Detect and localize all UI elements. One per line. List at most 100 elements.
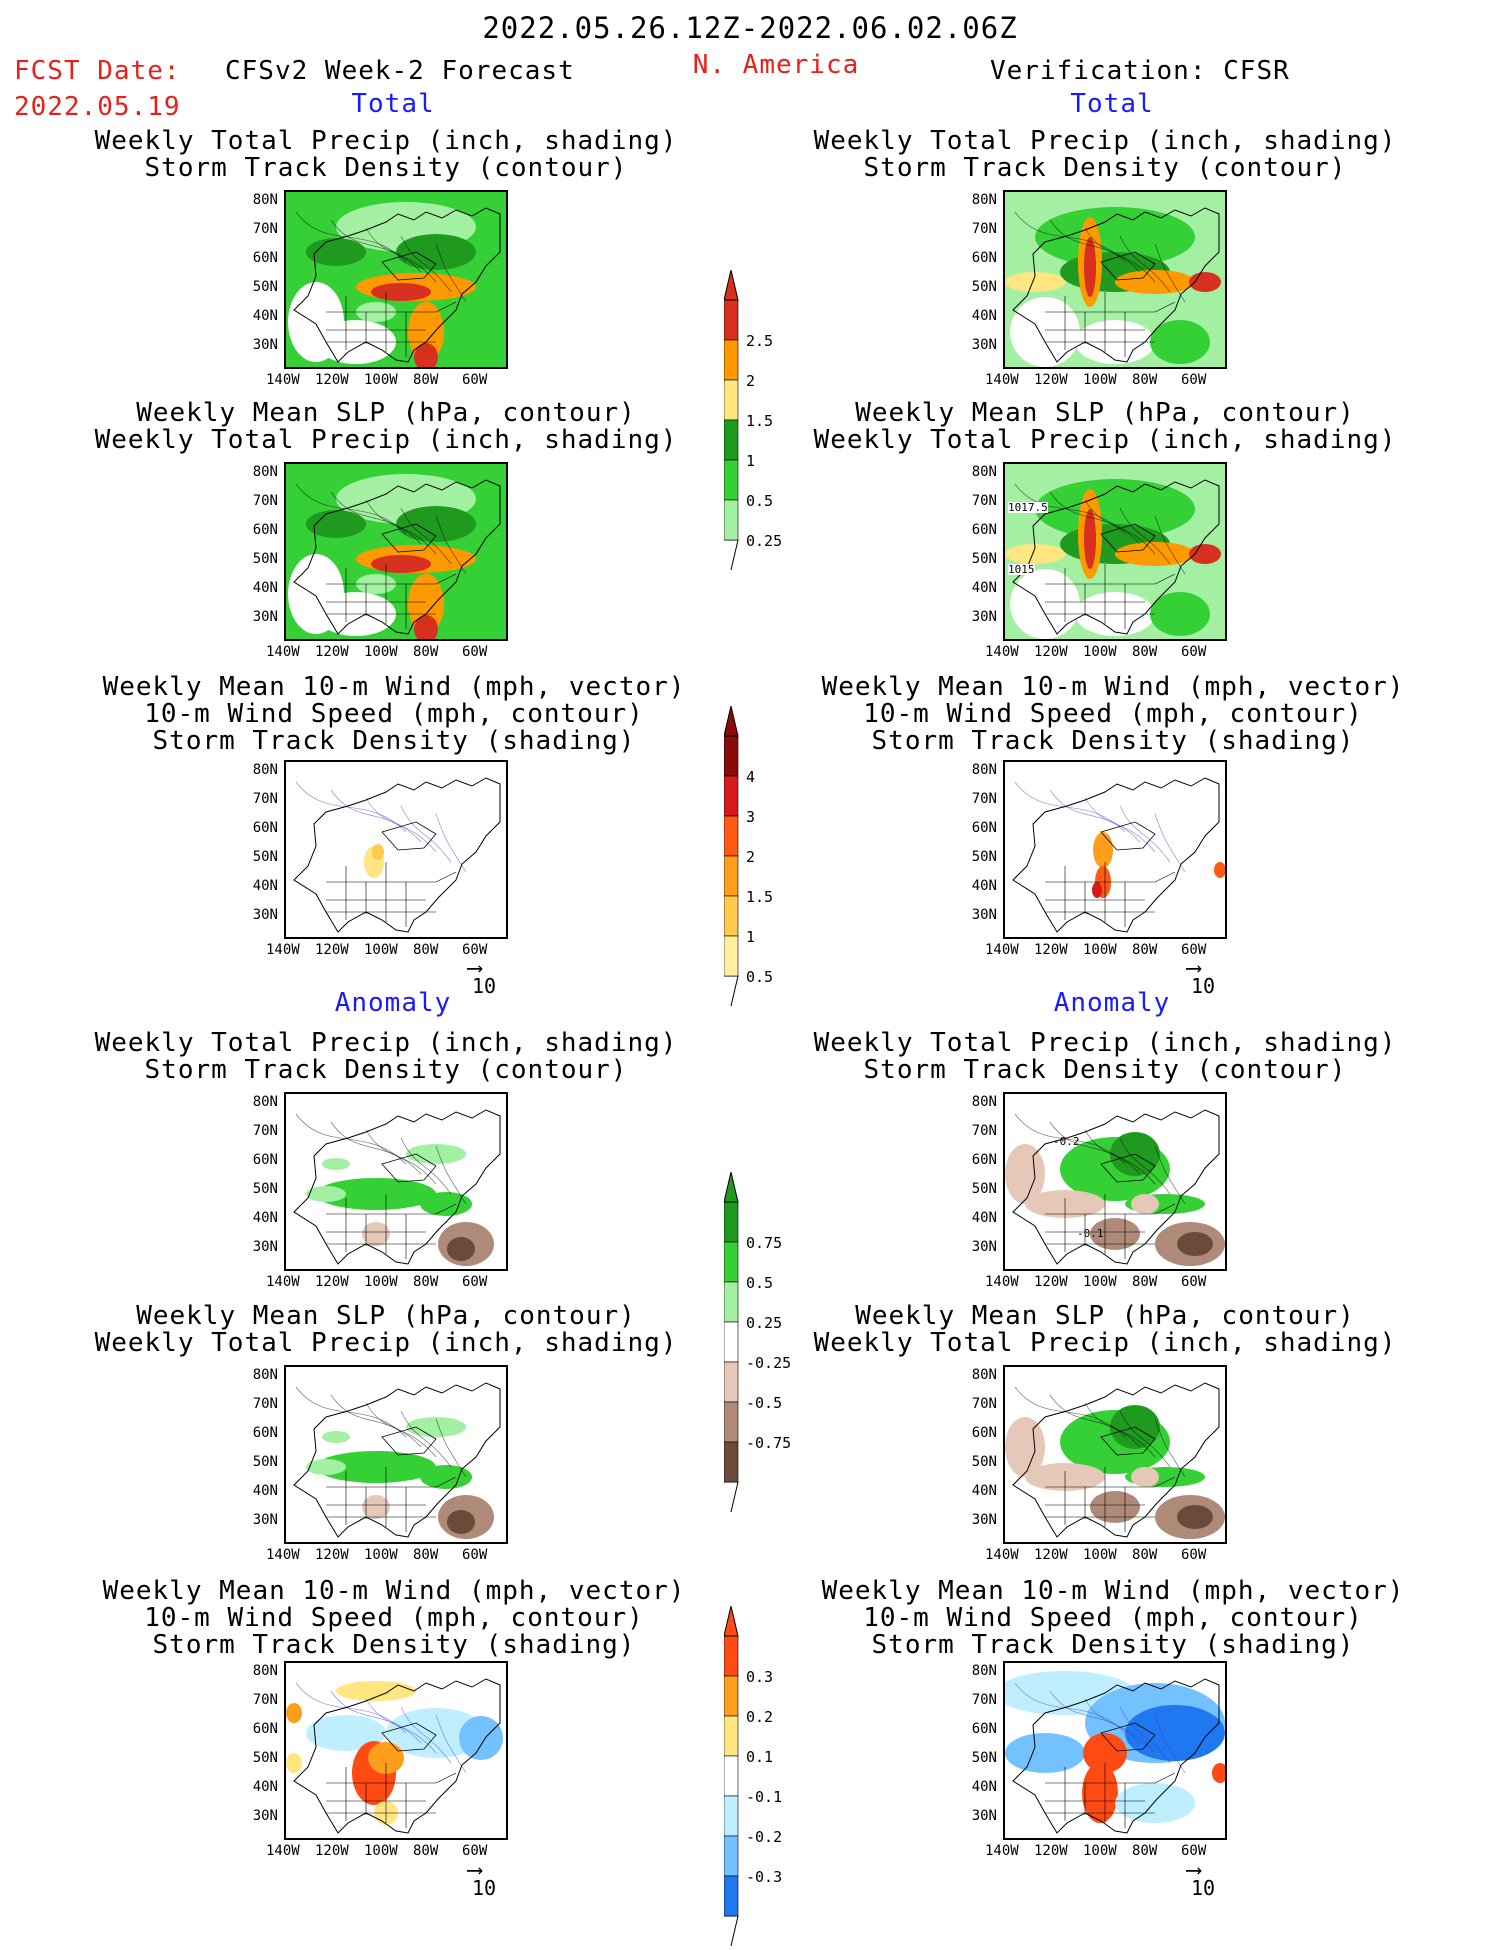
lon-tick-label: 140W (985, 1547, 1019, 1563)
lat-tick-label: 50N (252, 1750, 278, 1766)
title-fcst-precip-total: Weekly Total Precip (inch, shading) Storm… (94, 126, 678, 183)
lat-tick-label: 60N (971, 250, 997, 266)
lat-tick-label: 80N (971, 762, 997, 778)
title-obs-slp-total: Weekly Mean SLP (hPa, contour) Weekly Tot… (813, 398, 1397, 455)
lon-tick-label: 60W (1181, 644, 1207, 660)
map-obs-wind-total (1003, 760, 1227, 939)
lon-tick-label: 80W (1132, 644, 1158, 660)
lon-tick-label: 60W (1181, 942, 1207, 958)
lat-tick-label: 30N (971, 609, 997, 625)
map-obs-wind-anom (1003, 1661, 1227, 1840)
lat-tick-label: 50N (252, 1181, 278, 1197)
title-obs-wind-anom: Weekly Mean 10-m Wind (mph, vector) 10-m … (821, 1576, 1405, 1660)
lat-tick-label: 60N (252, 1425, 278, 1441)
lon-tick-label: 60W (462, 1843, 488, 1859)
map-fcst-wind-total (284, 760, 508, 939)
title-fcst-slp-anom: Weekly Mean SLP (hPa, contour) Weekly Tot… (94, 1301, 678, 1358)
lat-tick-label: 30N (971, 907, 997, 923)
colorbar-swatches (723, 705, 739, 1007)
map-fcst-precip-anom (284, 1092, 508, 1271)
colorbar-label: 2 (746, 848, 756, 866)
colorbar-label: 3 (746, 808, 756, 826)
vector-ref-obs-anom: ⟶ 10 (1187, 1858, 1216, 1901)
colorbar-storm-total: 4 3 2 1.5 1 0.5 (723, 705, 814, 1010)
lon-tick-label: 120W (1034, 1547, 1068, 1563)
vector-ref-obs-total: ⟶ 10 (1187, 956, 1216, 999)
lon-tick-label: 80W (413, 644, 439, 660)
anom-label-2: -0.1 (1077, 1227, 1104, 1240)
vector-ref-fcst-total: ⟶ 10 (468, 956, 497, 999)
lon-tick-label: 120W (315, 942, 349, 958)
lon-tick-label: 140W (266, 1274, 300, 1290)
lat-tick-label: 70N (971, 1396, 997, 1412)
lon-tick-label: 80W (413, 1274, 439, 1290)
map-canvas (293, 1382, 501, 1539)
map-canvas (1005, 192, 1225, 367)
colorbar-label: -0.5 (746, 1394, 783, 1412)
colorbar-swatches (723, 269, 739, 571)
lat-tick-label: 70N (252, 221, 278, 237)
lat-tick-label: 50N (971, 1454, 997, 1470)
title-fcst-wind-anom: Weekly Mean 10-m Wind (mph, vector) 10-m … (102, 1576, 686, 1660)
lat-tick-label: 30N (971, 1808, 997, 1824)
lat-tick-label: 30N (252, 1808, 278, 1824)
lon-tick-label: 120W (1034, 644, 1068, 660)
colorbar-label: 0.5 (746, 1274, 774, 1292)
colorbar-label: -0.3 (746, 1868, 783, 1886)
colorbar-label: 4 (746, 768, 756, 786)
lat-tick-label: 60N (252, 1721, 278, 1737)
map-obs-precip-anom: -0.2 -0.1 (1003, 1092, 1227, 1271)
lat-tick-label: 60N (252, 522, 278, 538)
lon-tick-label: 60W (462, 644, 488, 660)
colorbar-label: 0.5 (746, 968, 774, 986)
lat-tick-label: 30N (252, 337, 278, 353)
lat-tick-label: 40N (971, 308, 997, 324)
lon-tick-label: 120W (315, 1547, 349, 1563)
lon-tick-label: 100W (1083, 1547, 1117, 1563)
title-obs-wind-total: Weekly Mean 10-m Wind (mph, vector) 10-m … (821, 672, 1405, 756)
vector-ref-fcst-anom: ⟶ 10 (468, 1858, 497, 1901)
map-canvas (1005, 1671, 1225, 1834)
lat-tick-label: 30N (971, 1239, 997, 1255)
lat-tick-label: 80N (971, 192, 997, 208)
lat-tick-label: 30N (971, 1512, 997, 1528)
lat-tick-label: 60N (252, 820, 278, 836)
lon-tick-label: 80W (1132, 942, 1158, 958)
lon-tick-label: 60W (462, 372, 488, 388)
lat-tick-label: 50N (971, 1181, 997, 1197)
colorbar-storm-anom: 0.3 0.2 0.1 -0.1 -0.2 -0.3 (723, 1605, 814, 1950)
lat-tick-label: 80N (252, 1367, 278, 1383)
lat-tick-label: 50N (252, 551, 278, 567)
lat-tick-label: 70N (252, 493, 278, 509)
lon-tick-label: 120W (1034, 1843, 1068, 1859)
lat-tick-label: 40N (252, 1483, 278, 1499)
lon-tick-label: 60W (462, 1274, 488, 1290)
lat-tick-label: 80N (971, 1663, 997, 1679)
lat-tick-label: 60N (971, 1721, 997, 1737)
lon-tick-label: 80W (1132, 1843, 1158, 1859)
title-fcst-slp-total: Weekly Mean SLP (hPa, contour) Weekly Tot… (94, 398, 678, 455)
lon-tick-label: 60W (1181, 1274, 1207, 1290)
colorbar-label: 1.5 (746, 888, 774, 906)
lon-tick-label: 60W (462, 1547, 488, 1563)
lon-tick-label: 140W (266, 1843, 300, 1859)
lat-tick-label: 60N (971, 1425, 997, 1441)
lat-tick-label: 40N (971, 1483, 997, 1499)
lat-tick-label: 70N (252, 1692, 278, 1708)
lon-tick-label: 100W (364, 372, 398, 388)
region-title: N. America (692, 50, 860, 80)
lon-tick-label: 140W (985, 644, 1019, 660)
lat-tick-label: 40N (252, 1779, 278, 1795)
lon-tick-label: 100W (364, 1547, 398, 1563)
colorbar-label: 2 (746, 372, 756, 390)
colorbar-precip-total: 2.5 2 1.5 1 0.5 0.25 (723, 269, 814, 574)
lon-tick-label: 80W (1132, 372, 1158, 388)
lat-tick-label: 70N (252, 1123, 278, 1139)
lat-tick-label: 40N (252, 1210, 278, 1226)
lat-tick-label: 70N (971, 1123, 997, 1139)
lat-tick-label: 70N (971, 1692, 997, 1708)
lon-tick-label: 140W (985, 372, 1019, 388)
lon-tick-label: 80W (413, 1547, 439, 1563)
lat-tick-label: 50N (971, 849, 997, 865)
lat-tick-label: 80N (252, 192, 278, 208)
